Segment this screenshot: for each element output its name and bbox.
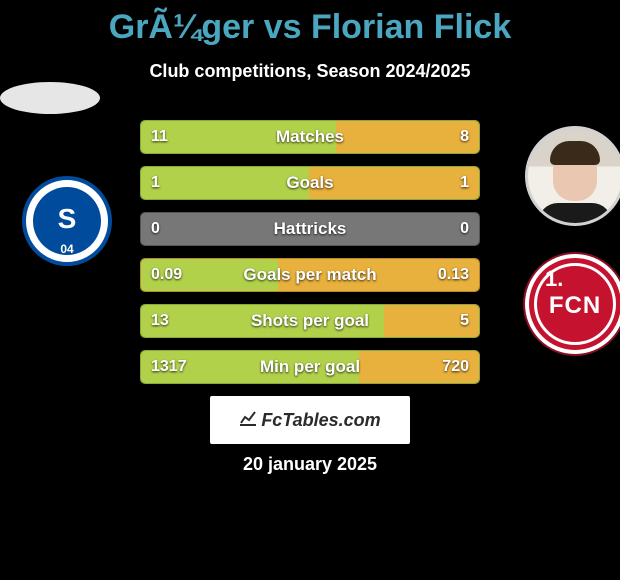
- stat-fill-left: [141, 167, 311, 199]
- stat-value-right: 0: [460, 220, 469, 238]
- stat-value-right: 720: [442, 358, 469, 376]
- stat-value-left: 0: [151, 220, 160, 238]
- player1-avatar: [0, 82, 100, 114]
- club2-badge: 1. FCN: [525, 254, 620, 354]
- stat-fill-left: [141, 121, 338, 153]
- club1-letter: S: [58, 203, 77, 235]
- club2-top: 1.: [545, 266, 563, 292]
- stats-container: 11Matches8 1Goals1 0Hattricks0 0.09Goals pe…: [140, 120, 480, 396]
- stat-row: 0.09Goals per match0.13: [140, 258, 480, 292]
- watermark: FcTables.com: [210, 396, 410, 444]
- stat-value-left: 1317: [151, 358, 187, 376]
- stat-row: 1Goals1: [140, 166, 480, 200]
- stat-row: 0Hattricks0: [140, 212, 480, 246]
- stat-value-right: 5: [460, 312, 469, 330]
- chart-icon: [239, 397, 257, 445]
- stat-row: 11Matches8: [140, 120, 480, 154]
- club2-main: FCN: [549, 292, 601, 320]
- stat-fill-left: [141, 305, 386, 337]
- stat-fill-right: [141, 213, 479, 245]
- club1-badge: S 04: [22, 176, 112, 266]
- stat-value-right: 1: [460, 174, 469, 192]
- date-text: 20 january 2025: [0, 454, 620, 475]
- stat-value-left: 1: [151, 174, 160, 192]
- stat-fill-right: [309, 167, 479, 199]
- player2-avatar: [525, 126, 620, 226]
- stat-row: 1317Min per goal720: [140, 350, 480, 384]
- page-title: GrÃ¼ger vs Florian Flick: [0, 0, 620, 47]
- club1-sub: 04: [60, 242, 73, 256]
- stat-value-right: 0.13: [438, 266, 469, 284]
- watermark-text: FcTables.com: [261, 410, 380, 430]
- stat-fill-right: [336, 121, 479, 153]
- stat-value-right: 8: [460, 128, 469, 146]
- page-subtitle: Club competitions, Season 2024/2025: [0, 61, 620, 82]
- stat-value-left: 13: [151, 312, 169, 330]
- stat-value-left: 11: [151, 128, 168, 146]
- stat-value-left: 0.09: [151, 266, 182, 284]
- stat-row: 13Shots per goal5: [140, 304, 480, 338]
